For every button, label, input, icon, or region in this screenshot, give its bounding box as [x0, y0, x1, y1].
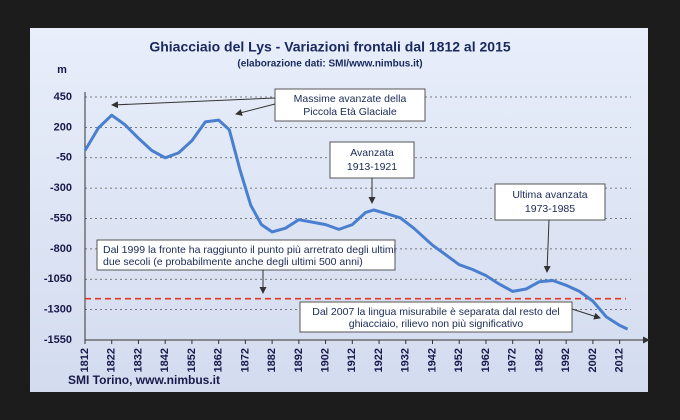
y-tick-label: 200	[54, 121, 72, 133]
x-tick-label: 2012	[614, 348, 626, 372]
chart-title: Ghiacciaio del Lys - Variazioni frontali…	[149, 39, 511, 55]
annotation-arrow	[543, 219, 551, 273]
y-tick-label: -550	[50, 212, 72, 224]
annotation-text: 1973-1985	[525, 203, 575, 215]
y-axis-label: m	[57, 64, 67, 76]
x-tick-label: 1902	[319, 348, 331, 372]
y-tick-label: -1050	[44, 273, 72, 285]
footer: SMI Torino, www.nimbus.it	[68, 373, 220, 387]
x-tick-label: 1912	[346, 348, 358, 372]
y-tick-label: -50	[56, 152, 72, 164]
x-tick-label: 1932	[400, 348, 412, 372]
annotations: Massime avanzate della Piccola Età Glaci…	[96, 88, 606, 333]
x-tick-label: 1942	[426, 348, 438, 372]
y-tick-label: 450	[54, 91, 72, 103]
x-tick-label: 1822	[106, 348, 118, 372]
x-tick-label: 1992	[560, 348, 572, 372]
x-tick-label: 1922	[373, 348, 385, 372]
y-tick-label: -1550	[44, 334, 72, 346]
annotation-text: ghiacciaio, rilievo non più significativ…	[349, 318, 524, 330]
annotation-text: 1913-1921	[347, 161, 397, 173]
x-tick-label: 1862	[213, 348, 225, 372]
x-tick-label: 1872	[239, 348, 251, 372]
x-tick-label: 1852	[186, 348, 198, 372]
x-tick-label: 1882	[266, 348, 278, 372]
x-tick-label: 1832	[132, 348, 144, 372]
x-tick-label: 1972	[507, 348, 519, 372]
annotation-box	[494, 183, 606, 221]
x-tick-label: 1982	[533, 348, 545, 372]
annotation-text: Massime avanzate della	[294, 93, 407, 105]
annotation-text: due secoli (e probabilmente anche degli …	[103, 256, 363, 268]
x-tick-label: 1812	[79, 348, 91, 372]
chart-subtitle: (elaborazione dati: SMI/www.nimbus.it)	[237, 59, 422, 70]
annotation-box	[329, 141, 415, 179]
annotation-arrow	[571, 308, 601, 320]
x-tick-label: 1962	[480, 348, 492, 372]
y-tick-label: -300	[50, 182, 72, 194]
annotation-text: Dal 2007 la lingua misurabile è separata…	[312, 306, 559, 318]
data-line	[83, 113, 629, 331]
annotation-text: Dal 1999 la fronte ha raggiunto il punto…	[103, 244, 396, 256]
annotation-box	[96, 239, 396, 271]
x-tick-label: 1842	[159, 348, 171, 372]
x-tick-label: 1952	[453, 348, 465, 372]
x-tick-label: 2002	[587, 348, 599, 372]
annotation-arrow	[111, 97, 276, 109]
annotation-arrow	[235, 103, 276, 116]
annotation-text: Piccola Età Glaciale	[303, 106, 397, 118]
annotation-box	[299, 301, 573, 333]
annotation-box	[274, 88, 426, 122]
x-tick-label: 1892	[293, 348, 305, 372]
y-tick-label: -1300	[44, 304, 72, 316]
annotation-text: Ultima avanzata	[512, 189, 587, 201]
y-tick-label: -800	[50, 243, 72, 255]
annotation-text: Avanzata	[350, 147, 394, 159]
